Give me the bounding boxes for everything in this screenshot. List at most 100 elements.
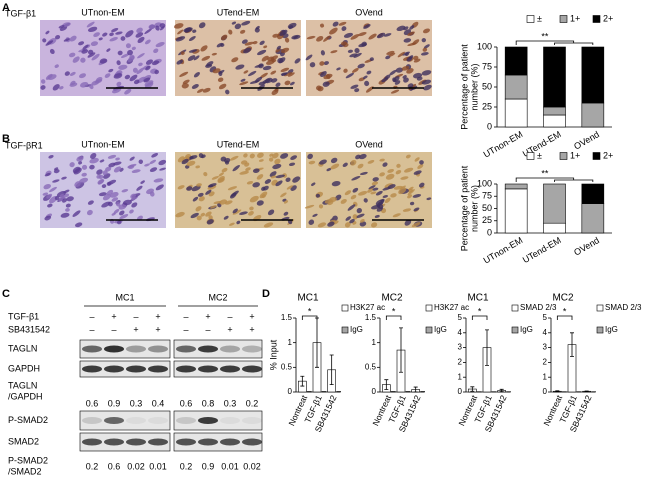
cell <box>111 212 116 216</box>
cell <box>118 64 128 70</box>
cell <box>115 201 121 207</box>
panel-label: A <box>2 2 10 14</box>
cell <box>358 43 368 48</box>
treatment-sign: – <box>111 324 116 334</box>
bar-segment <box>504 183 528 190</box>
y-tick-label: 1.5 <box>365 313 377 322</box>
cell <box>188 49 198 53</box>
treatment-sign: – <box>183 324 188 334</box>
cell <box>88 26 98 33</box>
cell <box>330 157 338 164</box>
cell <box>408 55 414 59</box>
cell <box>225 89 230 95</box>
cell <box>322 81 330 87</box>
cell <box>248 211 254 216</box>
legend-label: 2+ <box>603 13 613 23</box>
cell <box>81 164 88 170</box>
cell <box>228 29 233 35</box>
micrograph <box>175 152 301 228</box>
cell <box>368 33 377 40</box>
cell <box>122 199 132 206</box>
cell <box>111 27 119 33</box>
panel-label: D <box>262 288 270 300</box>
cell <box>98 37 103 41</box>
cell <box>206 61 214 67</box>
cell <box>257 152 264 158</box>
cell <box>96 169 103 175</box>
blot-box <box>79 432 171 452</box>
y-tick-label: 75 <box>482 191 492 201</box>
legend-label: IgG <box>520 325 533 334</box>
legend-swatch <box>596 326 604 334</box>
cell <box>175 211 185 218</box>
cell <box>221 167 228 173</box>
row-label: TGF-βR1 <box>5 140 43 150</box>
treatment-sign: + <box>227 324 232 334</box>
cell <box>371 181 379 186</box>
bar-segment <box>504 46 528 76</box>
cell <box>367 188 374 193</box>
cell <box>124 88 132 95</box>
band <box>82 417 102 424</box>
cell <box>186 186 193 191</box>
cell <box>256 174 264 180</box>
cell <box>129 209 134 214</box>
cell <box>115 157 120 161</box>
cell <box>74 181 81 188</box>
cell <box>44 215 52 221</box>
cell <box>200 212 206 217</box>
y-tick-label: 25 <box>482 101 492 111</box>
cell <box>205 189 212 195</box>
legend-label: ± <box>537 150 542 160</box>
cell <box>78 41 85 46</box>
legend-label: 1+ <box>570 13 580 23</box>
cell <box>89 164 95 170</box>
cell <box>116 60 121 66</box>
treatment-sign: + <box>205 311 210 321</box>
cell <box>275 180 283 187</box>
cell <box>193 72 200 78</box>
cell <box>407 194 413 199</box>
cell <box>244 41 255 46</box>
cell <box>422 47 428 52</box>
cell <box>271 59 277 63</box>
cell <box>386 50 395 55</box>
cell <box>136 67 145 75</box>
cell <box>91 53 100 61</box>
micrograph <box>304 152 432 228</box>
cell <box>270 175 277 179</box>
bar-segment <box>581 102 605 128</box>
cell <box>44 172 51 177</box>
cell <box>182 79 190 85</box>
cell <box>392 213 401 218</box>
cell <box>357 163 364 169</box>
y-tick-label: 2 <box>458 358 463 367</box>
bracket <box>301 315 318 320</box>
cell <box>155 41 165 48</box>
legend-swatch <box>425 304 433 312</box>
cell <box>86 209 93 216</box>
ratio-value: 0.9 <box>108 398 121 408</box>
cell <box>69 71 76 76</box>
cell <box>385 173 395 180</box>
bracket <box>556 315 573 320</box>
cell <box>344 222 351 228</box>
blot-box <box>79 360 171 378</box>
cell <box>133 79 140 85</box>
band <box>104 438 124 446</box>
cell <box>187 55 196 61</box>
band-label: GAPDH <box>8 363 40 373</box>
cell <box>358 31 367 37</box>
cell <box>376 32 386 39</box>
group-label: MC2 <box>208 292 227 302</box>
cell <box>241 20 251 26</box>
cell <box>257 49 267 56</box>
cell <box>229 155 239 161</box>
cell <box>381 77 388 83</box>
cell <box>352 214 358 220</box>
band <box>126 417 146 424</box>
cell <box>87 200 94 205</box>
y-tick-label: 1 <box>372 338 377 347</box>
cell <box>414 157 420 162</box>
cell <box>80 81 89 88</box>
